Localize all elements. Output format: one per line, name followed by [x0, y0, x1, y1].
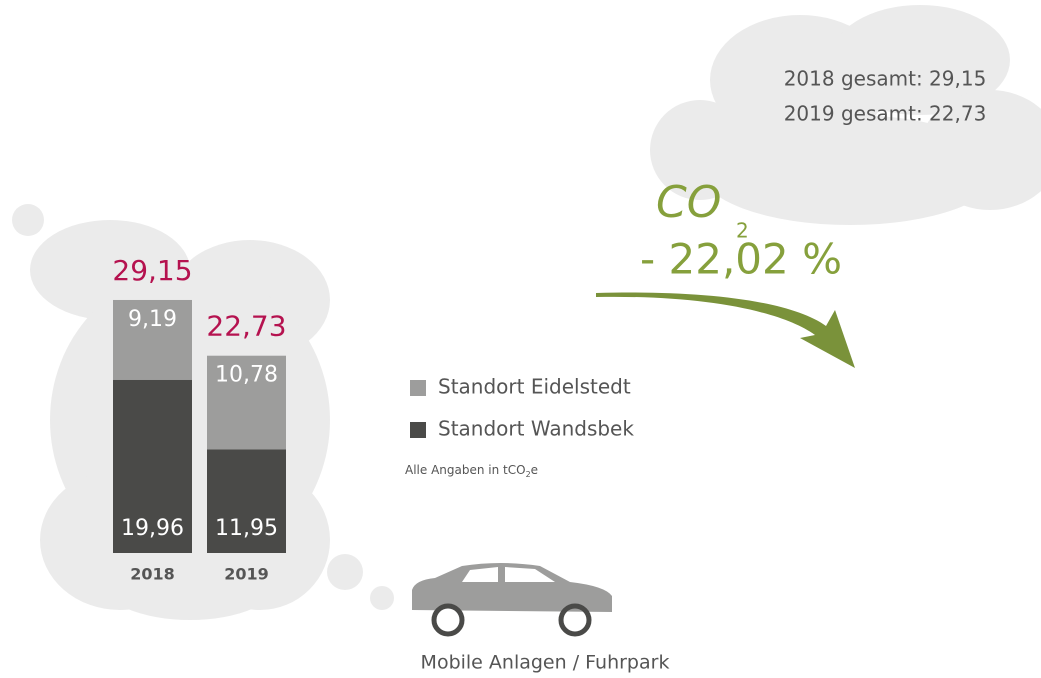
legend-label: Standort Wandsbek [438, 417, 634, 441]
co-text: CO [656, 177, 721, 228]
note-text: e [531, 463, 538, 477]
unit-note: Alle Angaben in tCO2e [405, 463, 538, 479]
change-text: - 22,02 % [640, 235, 842, 284]
total-label: 22,73 [206, 310, 286, 343]
arrow [596, 292, 855, 368]
bar-segment [113, 299, 192, 380]
bar-segment [207, 355, 286, 450]
bar-segment [207, 449, 286, 553]
caption: Mobile Anlagen / Fuhrpark [421, 652, 670, 674]
legend-swatch [410, 380, 426, 396]
x-tick-label: 2019 [224, 565, 269, 584]
legend-swatch [410, 422, 426, 438]
note-sub: 2 [526, 470, 531, 479]
value-label: 19,96 [121, 516, 184, 541]
value-label: 10,78 [215, 363, 278, 388]
legend: Standort Eidelstedt Standort Wandsbek [410, 375, 634, 441]
total-label: 29,15 [112, 254, 192, 287]
bar-segment [113, 379, 192, 553]
value-label: 11,95 [215, 516, 278, 541]
legend-label: Standort Eidelstedt [438, 375, 631, 399]
x-tick-label: 2018 [130, 565, 175, 584]
note-text: Alle Angaben in tCO [405, 463, 526, 477]
car [412, 563, 612, 637]
total-text: 2019 gesamt: 22,73 [784, 102, 987, 126]
co-sub: 2 [736, 219, 749, 243]
total-text: 2018 gesamt: 29,15 [784, 67, 987, 91]
value-label: 9,19 [128, 307, 177, 332]
